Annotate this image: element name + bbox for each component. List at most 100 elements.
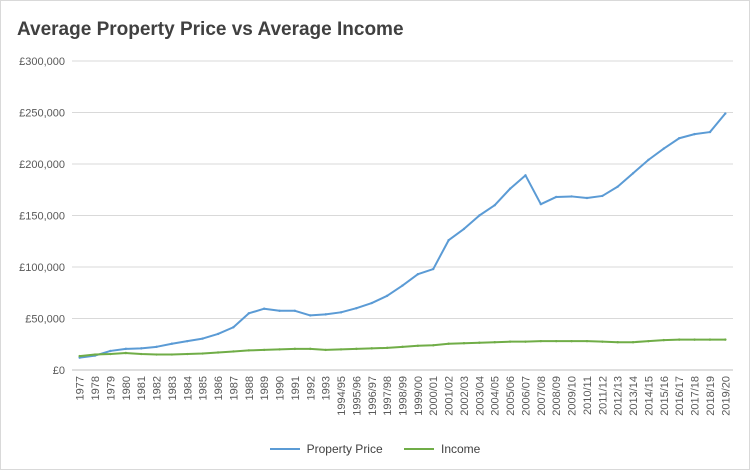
data-point-income (385, 346, 389, 350)
x-tick-label: 1978 (90, 376, 102, 400)
x-tick-label: 1990 (275, 376, 287, 400)
data-point-income (201, 352, 204, 355)
data-point-property-price (186, 339, 189, 343)
x-tick-label: 2008/09 (551, 376, 563, 416)
x-tick-label: 2006/07 (520, 376, 532, 416)
y-tick-label: £0 (53, 365, 65, 377)
data-point-income (447, 342, 450, 345)
data-point-property-price (708, 130, 712, 134)
x-tick-label: 1987 (228, 376, 240, 400)
data-point-property-price (247, 312, 250, 315)
data-point-property-price (524, 174, 527, 177)
x-tick-label: 2018/19 (705, 376, 717, 416)
data-point-property-price (724, 112, 727, 115)
data-point-income (708, 338, 712, 341)
y-tick-label: £200,000 (19, 159, 65, 171)
x-tick-label: 2002/03 (459, 376, 471, 416)
x-tick-label: 1995/96 (351, 376, 363, 416)
data-point-income (585, 339, 589, 343)
x-tick-label: 2013/14 (628, 376, 640, 416)
data-point-income (139, 352, 143, 356)
x-tick-label: 1992 (305, 376, 317, 400)
x-tick-label: 1999/00 (413, 376, 425, 416)
data-point-property-price (478, 214, 481, 217)
data-point-income (677, 338, 681, 341)
x-tick-label: 2004/05 (490, 376, 502, 416)
data-point-property-price (647, 158, 650, 162)
x-tick-label: 2019/20 (720, 376, 732, 416)
data-point-property-price (385, 294, 389, 298)
data-point-income (539, 339, 543, 343)
data-point-property-price (139, 347, 143, 350)
y-tick-label: £150,000 (19, 211, 65, 223)
legend-label-income: Income (441, 442, 481, 456)
x-tick-label: 1991 (290, 376, 302, 400)
data-point-income (339, 348, 343, 351)
x-tick-label: 2012/13 (613, 376, 625, 416)
data-point-income (401, 345, 404, 349)
x-tick-label: 1979 (105, 376, 117, 400)
x-tick-label: 1977 (75, 376, 87, 400)
data-point-income (232, 350, 235, 353)
y-tick-label: £100,000 (19, 262, 65, 274)
data-point-income (309, 347, 312, 351)
x-tick-label: 1998/99 (398, 376, 410, 416)
data-point-income (155, 353, 158, 356)
data-point-income (78, 354, 81, 358)
x-tick-label: 2001/02 (444, 376, 456, 416)
x-tick-label: 2014/15 (643, 376, 655, 416)
x-tick-label: 1985 (198, 376, 210, 400)
data-point-income (293, 347, 297, 351)
x-tick-label: 2015/16 (659, 376, 671, 416)
data-point-income (570, 339, 573, 343)
x-tick-label: 1988 (244, 376, 256, 400)
data-point-property-price (170, 342, 174, 345)
chart-title: Average Property Price vs Average Income (17, 19, 404, 40)
y-tick-label: £50,000 (25, 314, 65, 326)
data-point-property-price (677, 137, 681, 140)
data-point-income (93, 353, 97, 356)
x-tick-label: 2005/06 (505, 376, 517, 416)
x-tick-label: 1982 (152, 376, 164, 400)
data-point-income (601, 340, 604, 343)
data-point-property-price (216, 332, 220, 336)
y-tick-label: £250,000 (19, 108, 65, 120)
data-point-property-price (601, 194, 604, 198)
data-point-property-price (293, 309, 297, 312)
x-tick-label: 2016/17 (674, 376, 686, 416)
data-point-income (462, 342, 466, 345)
x-tick-label: 1980 (121, 376, 133, 400)
data-point-income (247, 349, 250, 352)
data-point-property-price (693, 132, 696, 136)
x-tick-label: 1989 (259, 376, 271, 400)
data-point-income (262, 348, 266, 352)
data-point-income (524, 340, 527, 343)
data-point-income (324, 348, 327, 352)
data-point-property-price (155, 345, 158, 349)
data-point-property-price (570, 195, 573, 198)
data-point-income (478, 341, 481, 344)
data-point-property-price (370, 301, 373, 305)
data-point-income (662, 338, 666, 342)
data-point-property-price (585, 196, 589, 200)
data-point-income (124, 351, 128, 355)
data-point-property-price (355, 307, 358, 310)
x-tick-label: 2017/18 (690, 376, 702, 416)
data-point-income (216, 351, 220, 354)
data-point-property-price (309, 314, 312, 317)
data-point-income (693, 338, 696, 341)
data-point-income (647, 339, 650, 343)
legend: Property Price Income (0, 439, 750, 456)
legend-swatch-income (404, 448, 434, 450)
data-point-property-price (339, 311, 343, 314)
y-tick-label: £300,000 (19, 56, 65, 68)
x-tick-label: 1996/97 (367, 376, 379, 416)
x-tick-label: 2000/01 (428, 376, 440, 416)
data-point-income (416, 344, 420, 347)
data-point-property-price (462, 227, 466, 231)
legend-item-property-price: Property Price (269, 442, 383, 456)
legend-swatch-property-price (269, 448, 300, 450)
data-point-income (186, 352, 189, 356)
